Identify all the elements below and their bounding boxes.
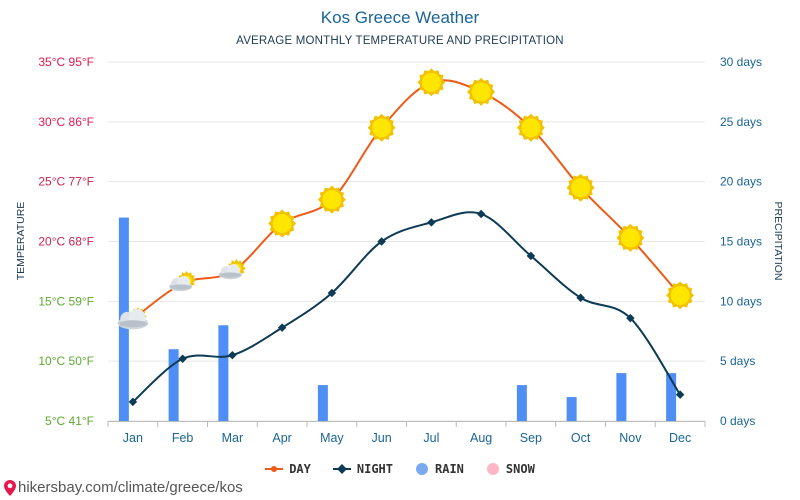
night-point <box>277 323 287 332</box>
sun-disc <box>321 189 343 211</box>
chart-title: Kos Greece Weather <box>320 8 480 27</box>
night-point <box>427 218 436 227</box>
sun-disc <box>619 227 641 249</box>
partly-cloudy-icon <box>169 270 197 292</box>
x-tick-label: Dec <box>669 431 691 445</box>
x-tick-label: Oct <box>571 431 591 445</box>
partly-cloudy-icon <box>218 258 246 280</box>
x-tick-label: Jun <box>372 431 392 445</box>
x-tick-label: Aug <box>470 431 492 445</box>
x-tick-label: May <box>320 431 344 445</box>
sun-disc <box>371 117 393 139</box>
legend-rain-swatch-icon <box>416 463 428 475</box>
night-temperature-line <box>132 211 681 403</box>
cloud-shadow <box>170 284 192 290</box>
cloudy-icon <box>117 307 149 330</box>
y-right-tick-label: 0 days <box>720 414 755 428</box>
y-left-axis-title: TEMPERATURE <box>15 202 27 281</box>
legend-night-swatch-icon <box>332 464 351 474</box>
sunny-icon <box>268 209 297 238</box>
rain-bar <box>218 325 229 421</box>
sunny-icon <box>317 185 346 214</box>
x-tick-label: Jan <box>123 431 143 445</box>
legend-rain-label: RAIN <box>435 462 464 476</box>
footer-source[interactable]: hikersbay.com/climate/greece/kos <box>4 479 243 496</box>
y-left-tick-label: 20°C 68°F <box>38 235 94 249</box>
night-point <box>228 350 237 360</box>
chart-legend: DAY NIGHT RAIN SNOW <box>0 462 800 476</box>
sun-disc <box>420 71 442 93</box>
x-tick-label: Sep <box>520 431 542 445</box>
y-right-tick-label: 15 days <box>720 235 762 249</box>
x-tick-label: Jul <box>423 431 439 445</box>
night-point <box>675 390 685 399</box>
sun-disc <box>470 81 492 103</box>
y-right-tick-label: 25 days <box>720 115 762 129</box>
y-left-tick-label: 15°C 59°F <box>38 294 94 308</box>
night-point <box>377 237 386 246</box>
rain-bar <box>317 385 328 421</box>
chart-subtitle: AVERAGE MONTHLY TEMPERATURE AND PRECIPIT… <box>236 35 564 47</box>
night-point <box>128 397 138 407</box>
rain-bar <box>516 385 527 421</box>
rain-bar <box>616 373 627 421</box>
night-point <box>476 209 486 219</box>
y-right-tick-label: 30 days <box>720 55 762 69</box>
rain-bar <box>566 397 577 421</box>
sun-disc <box>271 213 293 235</box>
y-right-axis-title: PRECIPITATION <box>772 202 784 281</box>
rain-bar <box>168 349 179 421</box>
legend-day-label: DAY <box>289 462 311 476</box>
day-temperature-line <box>132 79 681 321</box>
y-right-tick-label: 20 days <box>720 175 762 189</box>
sunny-icon <box>666 281 695 310</box>
y-left-tick-label: 5°C 41°F <box>45 414 94 428</box>
legend-item-rain[interactable]: RAIN <box>415 462 464 476</box>
cloud-shadow <box>219 272 241 278</box>
y-left-tick-label: 35°C 95°F <box>38 55 94 69</box>
cloud-icon <box>218 264 242 280</box>
x-tick-label: Nov <box>619 431 642 445</box>
y-right-tick-label: 10 days <box>720 294 762 308</box>
footer-url: hikersbay.com/climate/greece/kos <box>18 479 243 496</box>
cloud-shadow <box>118 320 147 328</box>
rain-bar <box>666 373 677 421</box>
sun-disc <box>570 177 592 199</box>
sunny-icon <box>516 113 545 142</box>
legend-item-day[interactable]: DAY <box>265 462 311 476</box>
y-left-tick-label: 30°C 86°F <box>38 115 94 129</box>
cloud-icon <box>169 275 193 292</box>
night-point <box>327 288 337 298</box>
legend-item-night[interactable]: NIGHT <box>332 462 393 476</box>
legend-night-label: NIGHT <box>356 462 393 476</box>
x-tick-label: Feb <box>172 431 194 445</box>
y-right-tick-label: 5 days <box>720 354 755 368</box>
cloud-icon <box>117 309 149 330</box>
map-pin-icon <box>4 479 16 496</box>
legend-snow-label: SNOW <box>505 462 535 476</box>
night-point <box>576 293 585 302</box>
legend-snow-swatch-icon <box>486 463 499 475</box>
sun-disc <box>520 117 542 139</box>
night-point <box>626 313 635 323</box>
x-tick-label: Mar <box>222 431 244 445</box>
y-left-tick-label: 25°C 77°F <box>38 175 94 189</box>
sunny-icon <box>566 173 595 202</box>
legend-day-swatch-icon <box>265 466 284 472</box>
night-point <box>178 354 187 364</box>
x-tick-label: Apr <box>272 431 291 445</box>
sunny-icon <box>616 223 645 252</box>
sunny-icon <box>467 77 496 106</box>
sunny-icon <box>367 113 396 142</box>
sunny-icon <box>417 68 446 97</box>
sun-disc <box>669 284 691 306</box>
legend-item-snow[interactable]: SNOW <box>486 462 535 476</box>
y-left-tick-label: 10°C 50°F <box>38 354 94 368</box>
